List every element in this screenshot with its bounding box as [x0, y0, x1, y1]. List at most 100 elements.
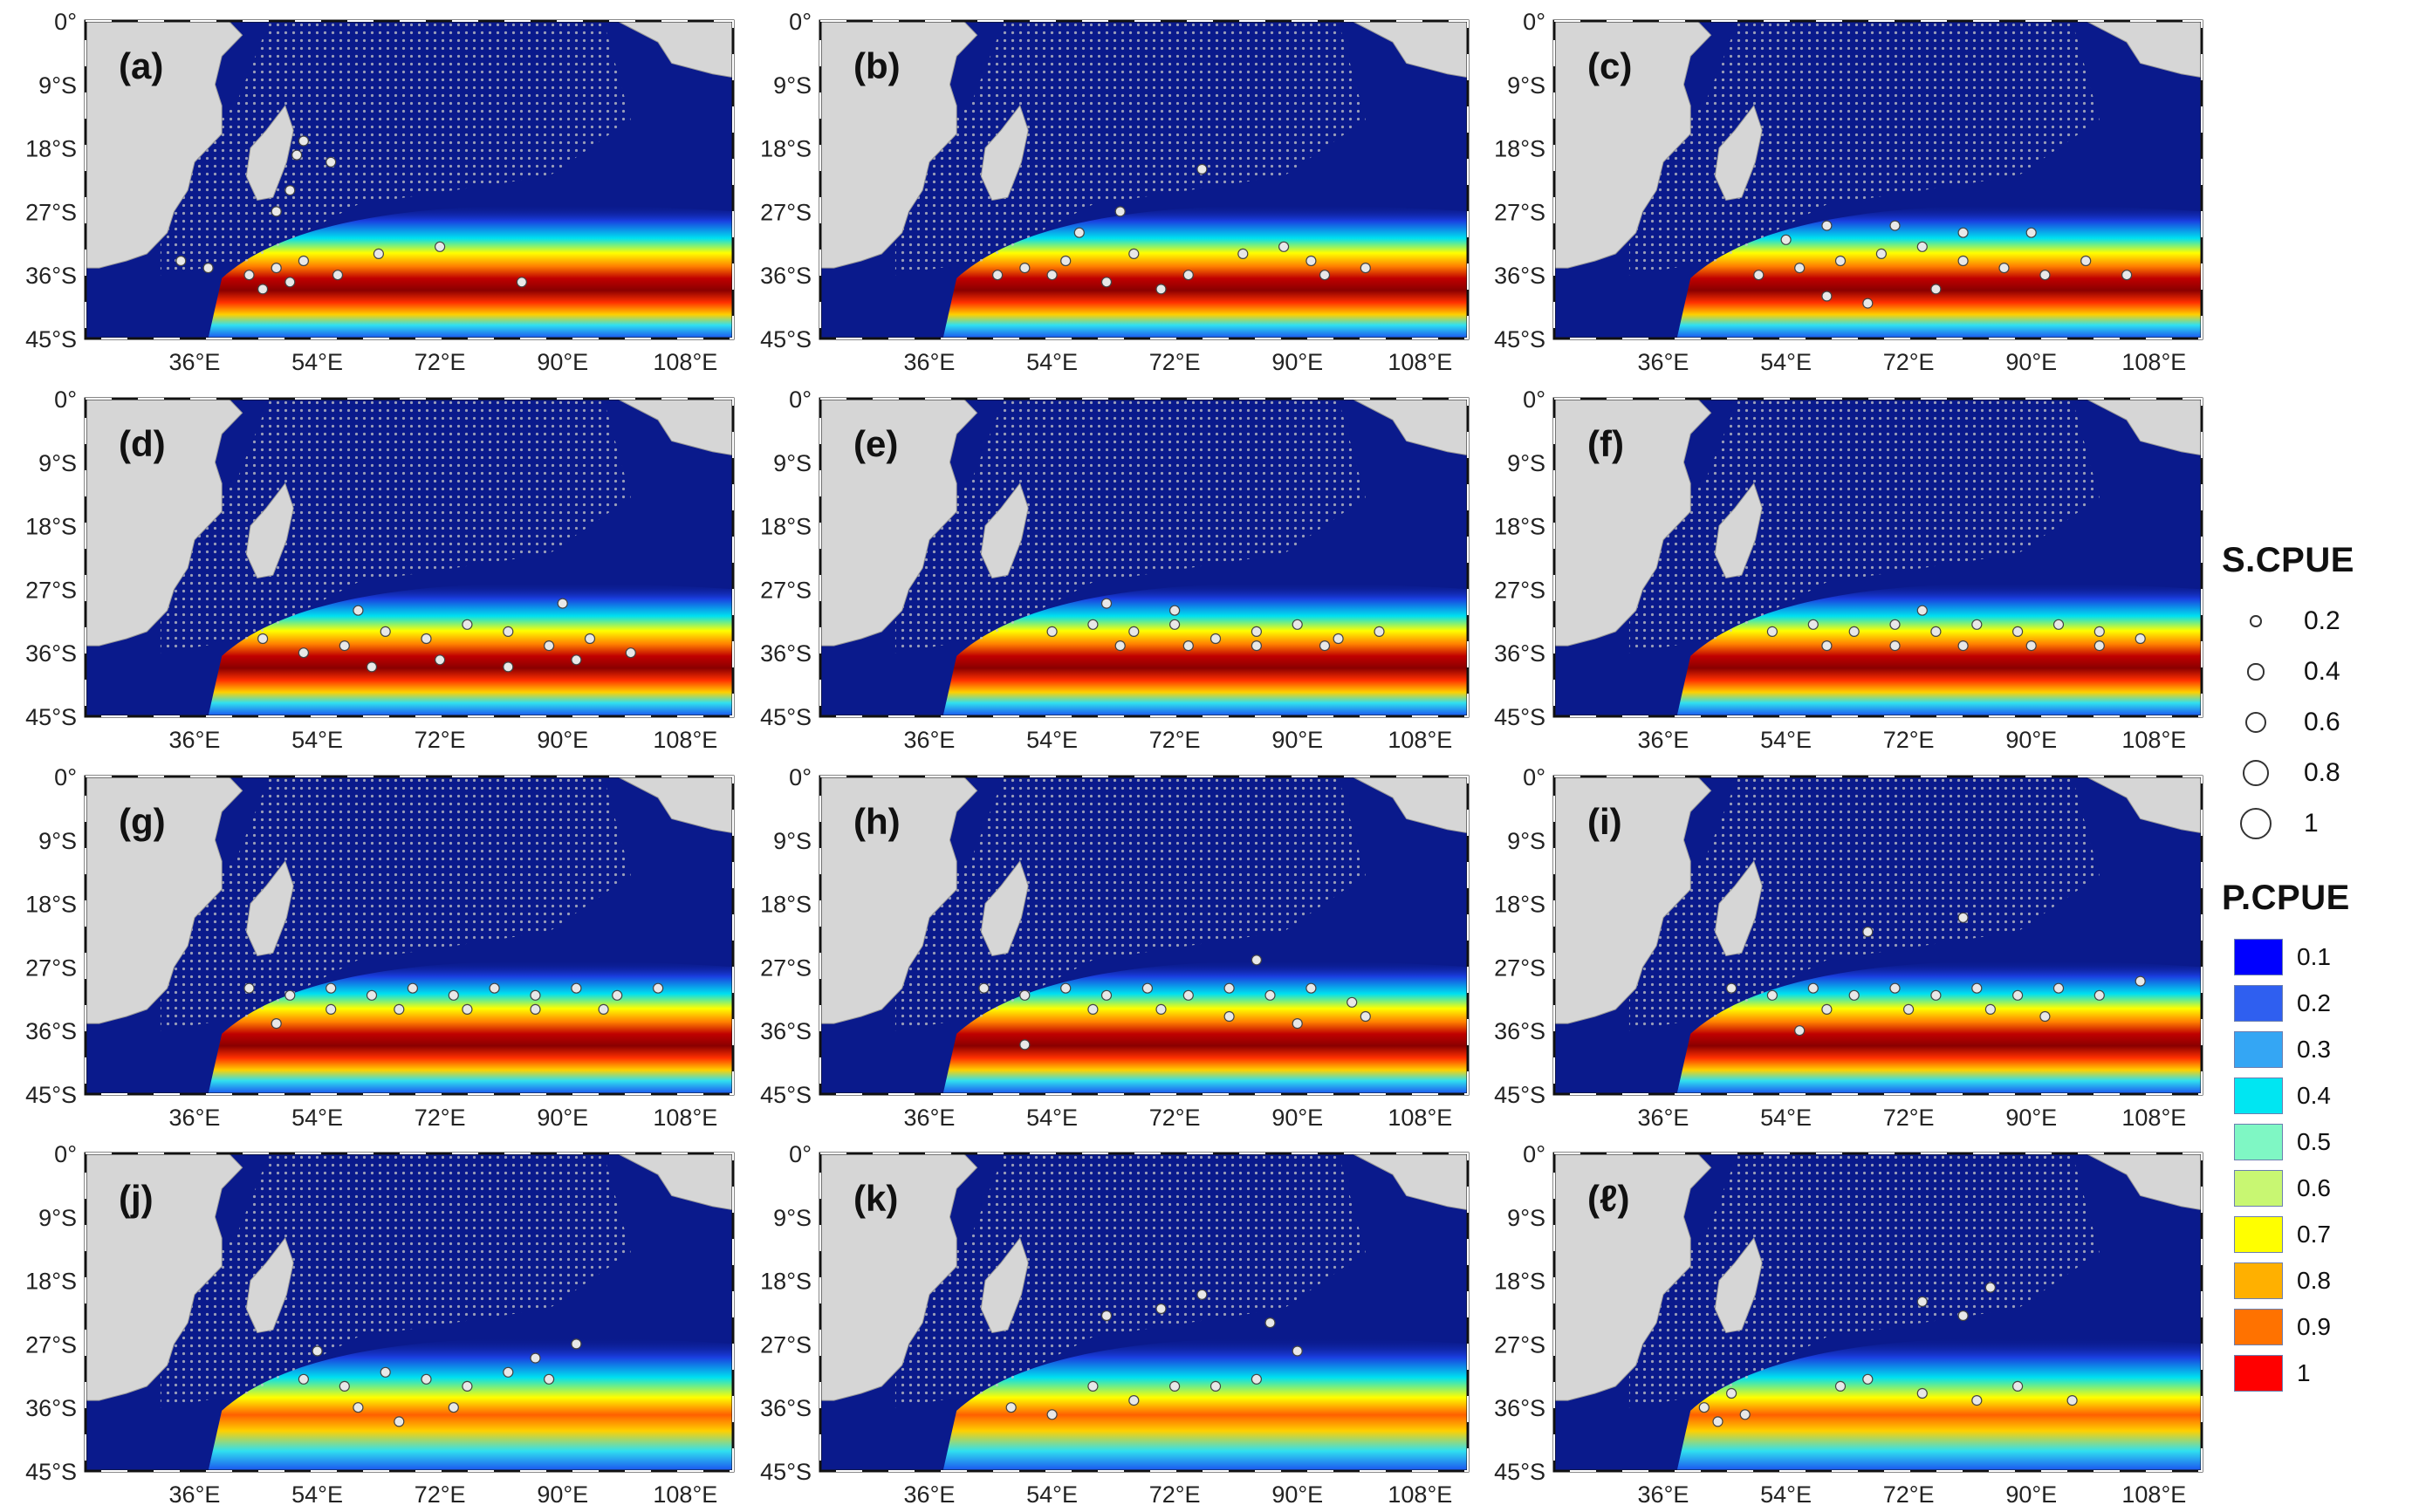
- observation-grid: [894, 21, 1366, 276]
- cpue-point: [435, 241, 446, 252]
- cpue-point: [625, 647, 636, 659]
- cpue-point: [1347, 996, 1358, 1008]
- lon-tick-label: 90°E: [1271, 1105, 1323, 1131]
- cpue-band: [942, 204, 1468, 339]
- cpue-point: [448, 1402, 459, 1413]
- pcpue-value: 0.4: [2297, 1081, 2331, 1109]
- lat-tick-label: 18°S: [25, 136, 77, 162]
- lat-tick-label: 18°S: [25, 1269, 77, 1295]
- cpue-point: [1114, 640, 1126, 652]
- lon-tick-label: 72°E: [415, 1481, 466, 1508]
- panel-label: (d): [119, 423, 166, 464]
- pcpue-swatch: [2234, 1354, 2283, 1392]
- lat-tick-label: 45°S: [25, 1082, 77, 1108]
- cpue-point: [530, 1352, 541, 1364]
- map-panel: (a) 0° 9°S 18°S 27°S 36°S 45°S 36°E 54°E 72°E 90°E…: [25, 9, 735, 375]
- lon-tick-label: 36°E: [904, 1481, 956, 1508]
- lat-tick-label: 27°S: [760, 1331, 812, 1358]
- cpue-band: [1676, 960, 2202, 1094]
- cpue-point: [1821, 291, 1833, 302]
- cpue-point: [2039, 1010, 2051, 1023]
- cpue-point: [243, 270, 255, 281]
- cpue-point: [1060, 982, 1072, 994]
- pcpue-legend-item: 0.3: [2208, 1026, 2419, 1072]
- cpue-point: [1726, 1387, 1737, 1399]
- lat-tick-label: 36°S: [25, 1018, 77, 1044]
- cpue-point: [380, 1366, 391, 1378]
- cpue-point: [1210, 633, 1222, 645]
- map-panel: (e) 0° 9°S 18°S 27°S 36°S 45°S 36°E 54°E 72°E 90°E…: [760, 387, 1470, 753]
- cpue-point: [1141, 982, 1153, 994]
- lat-tick-label: 45°S: [1494, 704, 1545, 730]
- pcpue-swatch: [2234, 1123, 2283, 1160]
- africa-land: [1553, 20, 1712, 269]
- madagascar-land: [980, 482, 1029, 579]
- lat-tick-label: 45°S: [760, 1082, 812, 1108]
- lat-tick-label: 18°S: [1494, 1269, 1545, 1295]
- cpue-point: [1251, 640, 1262, 652]
- cpue-point: [1114, 206, 1126, 217]
- cpue-point: [2066, 1395, 2078, 1406]
- observation-grid: [894, 777, 1366, 1031]
- cpue-point: [1984, 1003, 1996, 1015]
- pcpue-legend-item: 0.2: [2208, 980, 2419, 1026]
- cpue-point: [1264, 1317, 1276, 1329]
- lon-tick-label: 108°E: [653, 1481, 717, 1508]
- cpue-point: [1319, 270, 1331, 281]
- lon-tick-label: 108°E: [1388, 1105, 1452, 1131]
- lon-tick-label: 36°E: [1638, 349, 1689, 375]
- lat-tick-label: 27°S: [25, 577, 77, 603]
- cpue-point: [2011, 1380, 2024, 1392]
- cpue-point: [516, 277, 527, 288]
- lat-tick-label: 18°S: [1494, 136, 1545, 162]
- lat-tick-label: 45°S: [25, 326, 77, 352]
- cpue-point: [353, 605, 364, 616]
- cpue-point: [1319, 640, 1331, 652]
- cpue-point: [571, 654, 582, 666]
- cpue-point: [1834, 1380, 1847, 1392]
- cpue-point: [1916, 241, 1928, 252]
- cpue-point: [1862, 926, 1874, 938]
- cpue-point: [1292, 1018, 1303, 1030]
- africa-land: [819, 776, 978, 1024]
- lat-tick-label: 0°: [789, 9, 812, 35]
- lat-tick-label: 36°S: [760, 263, 812, 289]
- panel-label: (c): [1587, 45, 1632, 86]
- lon-tick-label: 108°E: [653, 1105, 717, 1131]
- cpue-point: [1889, 220, 1901, 231]
- legend: S.CPUE 0.2 0.4 0.6 0.8 1 P.CPUE 0.1 0.2 0.3 0.4…: [2208, 541, 2419, 1396]
- lon-tick-label: 36°E: [1638, 1481, 1689, 1508]
- cpue-point: [1930, 284, 1942, 295]
- lon-tick-label: 90°E: [537, 727, 588, 753]
- lat-tick-label: 36°S: [25, 640, 77, 667]
- cpue-point: [2025, 227, 2037, 238]
- map-panel: (c) 0° 9°S 18°S 27°S 36°S 45°S 36°E 54°E 72°E 90°E…: [1494, 9, 2203, 375]
- lat-tick-label: 9°S: [773, 450, 812, 476]
- madagascar-land: [245, 482, 294, 579]
- cpue-point: [257, 284, 269, 295]
- cpue-point: [1794, 263, 1806, 274]
- cpue-point: [243, 982, 255, 994]
- pcpue-legend-item: 0.6: [2208, 1165, 2419, 1211]
- cpue-point: [1753, 270, 1765, 281]
- map-panel: (k) 0° 9°S 18°S 27°S 36°S 45°S 36°E 54°E 72°E 90°E…: [760, 1141, 1470, 1508]
- scpue-value: 0.8: [2304, 758, 2340, 787]
- lat-tick-label: 18°S: [25, 892, 77, 918]
- cpue-point: [1128, 248, 1140, 259]
- pcpue-legend-item: 0.7: [2208, 1211, 2419, 1257]
- cpue-point: [1100, 277, 1113, 288]
- scpue-symbol: [2208, 615, 2304, 627]
- cpue-point: [339, 640, 350, 652]
- panel-label: (a): [119, 45, 163, 86]
- cpue-point: [1019, 263, 1031, 274]
- cpue-point: [1875, 248, 1887, 259]
- cpue-point: [1223, 982, 1235, 994]
- cpue-point: [2135, 633, 2146, 645]
- lat-tick-label: 18°S: [760, 514, 812, 540]
- cpue-point: [298, 1373, 309, 1385]
- cpue-point: [1251, 954, 1262, 966]
- panel-label: (ℓ): [1587, 1178, 1630, 1219]
- cpue-point: [1889, 619, 1901, 630]
